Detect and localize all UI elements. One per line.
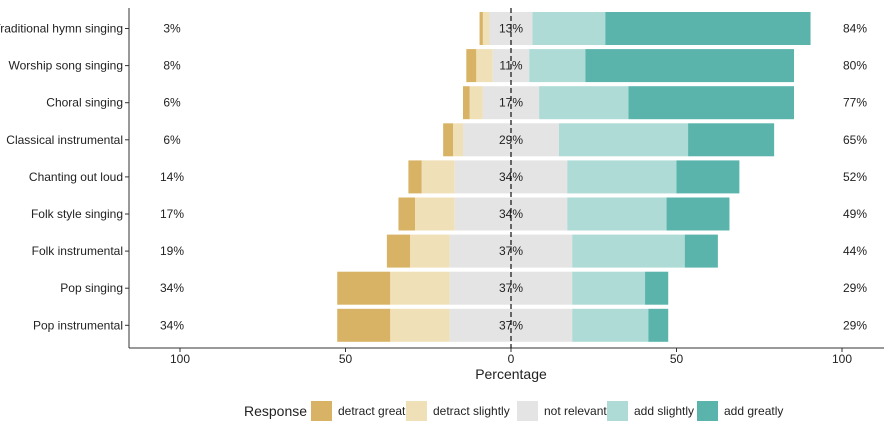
x-tick-label: 100 — [170, 352, 190, 366]
center-percent-label: 37% — [499, 244, 523, 258]
center-percent-label: 34% — [499, 207, 523, 221]
bar-detract-slightly — [476, 49, 493, 83]
right-percent-label: 44% — [843, 244, 867, 258]
right-percent-label: 29% — [843, 318, 867, 332]
category-label: Classical instrumental — [6, 133, 123, 147]
right-percent-label: 84% — [843, 22, 867, 36]
legend: Response detract greatly detract slightly… — [244, 401, 783, 421]
right-percent-label: 49% — [843, 207, 867, 221]
right-percent-label: 77% — [843, 96, 867, 110]
left-percent-label: 19% — [160, 244, 184, 258]
bar-detract-greatly — [479, 12, 483, 45]
bar-add-greatly — [645, 271, 669, 305]
legend-key-add-slightly — [607, 401, 628, 421]
bar-detract-slightly — [482, 12, 490, 45]
category-label: Worship song singing — [8, 59, 123, 73]
category-label: Pop instrumental — [33, 318, 123, 332]
legend-label-detract-slightly: detract slightly — [433, 404, 510, 418]
bar-detract-slightly — [390, 308, 450, 342]
bar-add-slightly — [572, 308, 649, 342]
right-percent-label: 29% — [843, 281, 867, 295]
bar-detract-greatly — [337, 271, 391, 305]
bar-add-slightly — [572, 271, 646, 305]
left-percent-label: 3% — [163, 22, 181, 36]
bar-add-greatly — [585, 49, 795, 83]
bar-detract-greatly — [466, 49, 477, 83]
bar-add-slightly — [539, 86, 629, 120]
bar-add-slightly — [532, 12, 606, 45]
bar-detract-greatly — [398, 197, 416, 231]
bar-detract-greatly — [337, 308, 391, 342]
center-percent-label: 37% — [499, 281, 523, 295]
left-percent-label: 34% — [160, 281, 184, 295]
center-percent-label: 37% — [499, 318, 523, 332]
bar-add-greatly — [684, 234, 718, 268]
bar-detract-greatly — [463, 86, 470, 120]
bar-detract-greatly — [408, 160, 422, 194]
left-percent-label: 6% — [163, 96, 181, 110]
category-label: Traditional hymn singing — [0, 22, 123, 36]
legend-label-add-slightly: add slightly — [634, 404, 694, 418]
center-percent-label: 17% — [499, 96, 523, 110]
bar-detract-slightly — [453, 123, 464, 157]
center-percent-label: 34% — [499, 170, 523, 184]
bar-add-slightly — [558, 123, 689, 157]
legend-key-detract-greatly — [311, 401, 332, 421]
x-tick-label: 50 — [670, 352, 684, 366]
right-percent-label: 80% — [843, 59, 867, 73]
right-percent-label: 52% — [843, 170, 867, 184]
category-label: Chanting out loud — [29, 170, 123, 184]
bar-detract-slightly — [415, 197, 455, 231]
bar-add-slightly — [567, 197, 667, 231]
bar-add-greatly — [676, 160, 740, 194]
legend-key-add-greatly — [697, 401, 718, 421]
left-percent-label: 14% — [160, 170, 184, 184]
x-tick-label: 50 — [339, 352, 353, 366]
bar-detract-slightly — [469, 86, 483, 120]
labels-layer: Traditional hymn singing 3% 13% 84% Worship … — [0, 22, 867, 333]
category-label: Folk style singing — [31, 207, 123, 221]
right-percent-label: 65% — [843, 133, 867, 147]
legend-key-detract-slightly — [406, 401, 427, 421]
left-percent-label: 8% — [163, 59, 181, 73]
bar-detract-slightly — [390, 271, 450, 305]
bar-add-greatly — [648, 308, 669, 342]
bar-add-greatly — [628, 86, 795, 120]
bar-add-greatly — [688, 123, 775, 157]
x-ticks-layer: 100 50 0 50 100 — [170, 348, 852, 366]
legend-label-detract-greatly: detract greatly — [338, 404, 414, 418]
category-label: Folk instrumental — [32, 244, 123, 258]
bar-detract-slightly — [410, 234, 450, 268]
bar-detract-greatly — [386, 234, 411, 268]
left-percent-label: 6% — [163, 133, 181, 147]
bar-add-slightly — [572, 234, 685, 268]
center-percent-label: 11% — [499, 59, 522, 73]
legend-label-not-relevant: not relevant — [544, 404, 607, 418]
bar-add-slightly — [567, 160, 677, 194]
bar-detract-slightly — [421, 160, 455, 194]
center-percent-label: 29% — [499, 133, 523, 147]
left-percent-label: 34% — [160, 318, 184, 332]
legend-title: Response — [244, 403, 307, 419]
bar-add-slightly — [529, 49, 586, 83]
left-percent-label: 17% — [160, 207, 184, 221]
bar-add-greatly — [666, 197, 730, 231]
category-label: Pop singing — [60, 281, 123, 295]
legend-key-not-relevant — [517, 401, 538, 421]
bar-detract-greatly — [443, 123, 454, 157]
bar-add-greatly — [605, 12, 811, 45]
x-tick-label: 100 — [832, 352, 852, 366]
bars-layer — [337, 12, 811, 342]
center-percent-label: 13% — [499, 22, 523, 36]
x-axis-title: Percentage — [475, 366, 547, 382]
x-tick-label: 0 — [508, 352, 515, 366]
category-label: Choral singing — [46, 96, 123, 110]
legend-label-add-greatly: add greatly — [724, 404, 783, 418]
